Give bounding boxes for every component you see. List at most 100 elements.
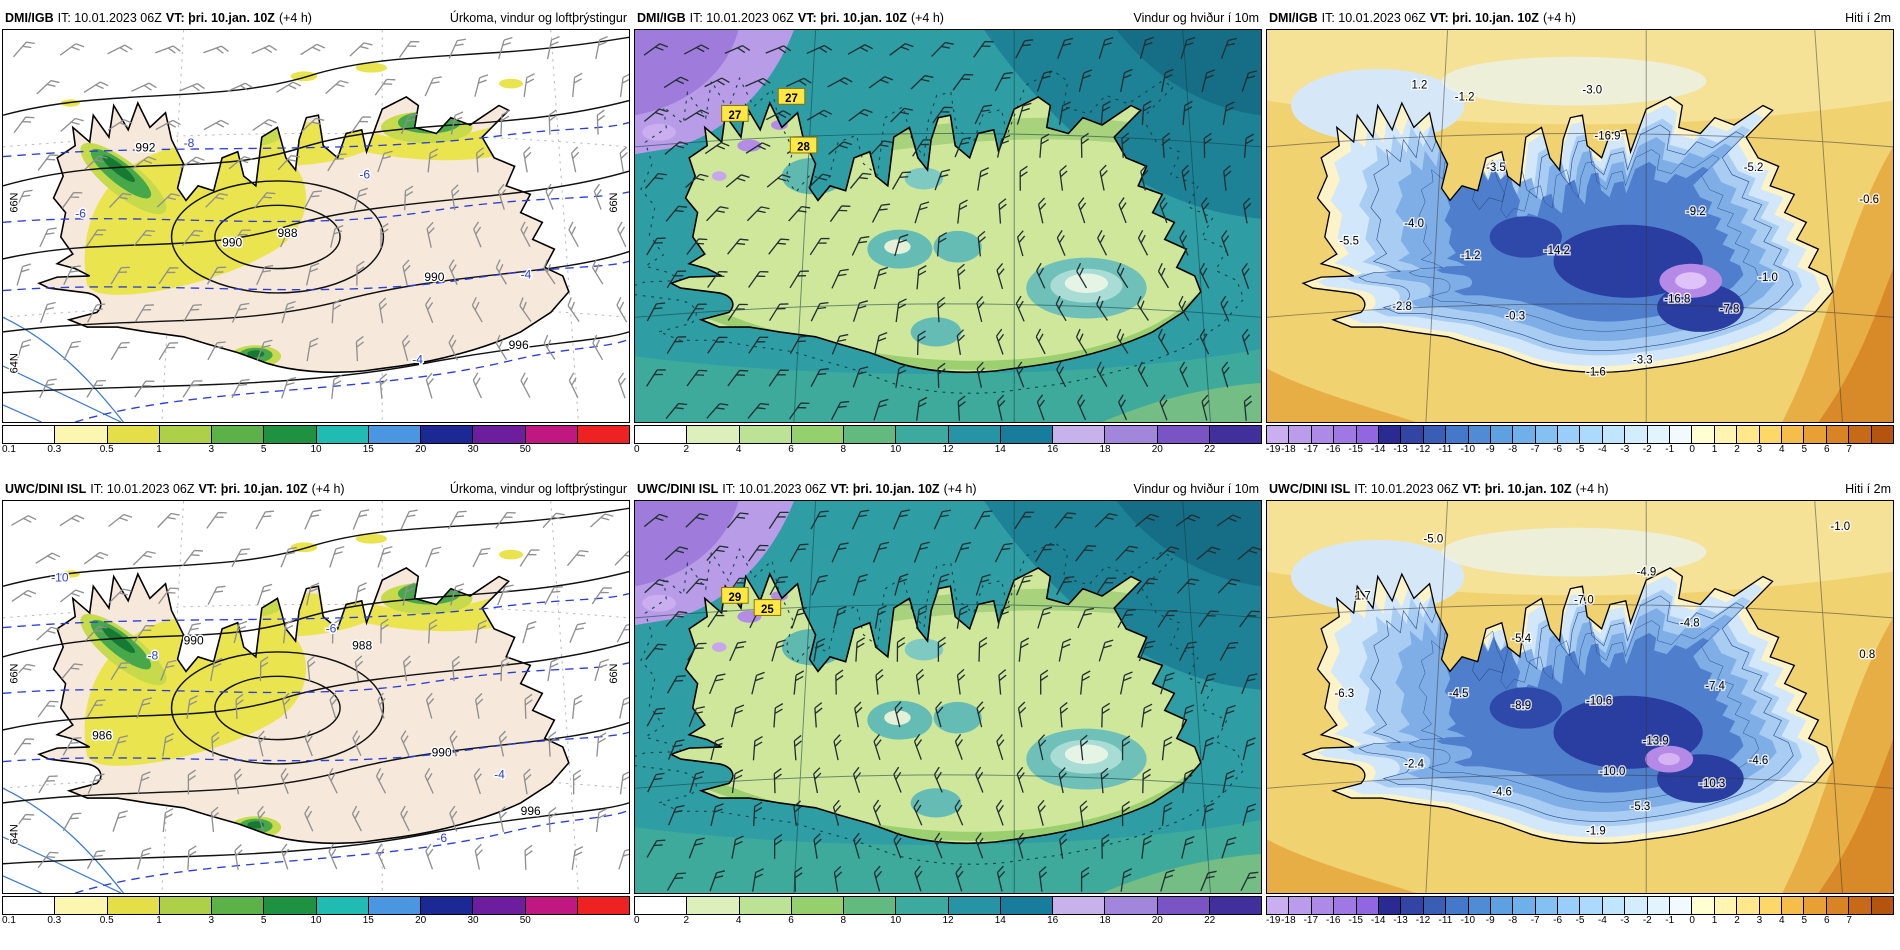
colorbar-tick-label: -19 [1266,444,1281,455]
colorbar-tick-label: -15 [1348,915,1363,926]
colorbar-tick-label: 4 [735,915,742,926]
pressure-labels: 990 988 990 986 996 [91,632,543,819]
colorbar-tick-label: -9 [1485,444,1495,455]
colorbar-tick-label: 50 [519,444,531,455]
colorbar-cell [687,897,740,914]
colorbar-tick-label: -4 [1597,444,1607,455]
colorbar-tick-label: 5 [1801,444,1808,455]
init-time: IT: 10.01.2023 06Z [722,482,827,496]
panel-header: DMI/IGB IT: 10.01.2023 06Z VT: þri. 10.jan… [634,8,1262,29]
svg-text:-4.8: -4.8 [1680,617,1700,629]
valid-time: VT: þri. 10.jan. 10Z [1429,11,1539,25]
colorbar-tick-label: -14 [1370,915,1386,926]
wind-barbs [643,36,1257,421]
svg-text:-2.8: -2.8 [1392,301,1412,313]
svg-text:-6.3: -6.3 [1334,688,1354,700]
colorbar-cell [1356,897,1379,914]
svg-text:-7.0: -7.0 [1574,594,1594,606]
svg-text:-6: -6 [436,831,447,845]
svg-text:-10: -10 [51,570,69,584]
colorbar-cell [1157,897,1210,914]
colorbar-cell [473,897,526,914]
colorbar-cell [1209,897,1261,914]
init-time: IT: 10.01.2023 06Z [57,11,162,25]
panel-header: UWC/DINI ISL IT: 10.01.2023 06Z VT: þri. 1… [1266,479,1894,500]
wind-colorbar: 0 2 4 6 8 10 12 14 16 18 20 22 [634,425,1262,457]
temperature-map-uwc: -5.0 -1.0 -4.9 -7.0 1.7 -4.8 -5.4 0.8 -7.4 -6.3 -4… [1266,500,1894,894]
temperature-map-dmi: 1.2 -1.2 -3.0 -16.9 -3.5 -5.2 -9.2 -0.6 -4.0 -5.5… [1266,29,1894,423]
svg-text:-10.0: -10.0 [1599,766,1625,778]
svg-text:-4.0: -4.0 [1404,218,1424,230]
coastline [37,567,570,845]
colorbar-tick-label: 12 [942,444,954,455]
graticule [1267,30,1893,422]
isotherms-dashed [3,592,629,893]
colorbar-tick-label: 50 [519,915,531,926]
init-time: IT: 10.01.2023 06Z [1354,482,1459,496]
svg-text:-7.4: -7.4 [1705,681,1725,693]
colorbar-tick-label: -13 [1393,444,1408,455]
panel-title: Úrkoma, vindur og loftþrýstingur [449,11,627,25]
panel-header: UWC/DINI ISL IT: 10.01.2023 06Z VT: þri. 1… [2,479,630,500]
colorbar-cell [55,897,108,914]
svg-text:29: 29 [729,592,742,604]
colorbar-cell [1446,426,1469,443]
precipitation-wind-pressure-chart: 992 990 990 988 996 -6 -6 -8 -4 -4 66N 66N 64N [3,30,629,422]
panel-title: Úrkoma, vindur og loftþrýstingur [449,482,627,496]
svg-text:-1.2: -1.2 [1461,250,1481,262]
svg-text:-7.8: -7.8 [1720,303,1740,315]
model-name: DMI/IGB [5,11,54,25]
colorbar-cell [1849,897,1872,914]
svg-text:64N: 64N [8,824,20,844]
panel-header: DMI/IGB IT: 10.01.2023 06Z VT: þri. 10.jan… [1266,8,1894,29]
svg-text:-0.3: -0.3 [1505,311,1525,323]
colorbar-cell [948,426,1001,443]
gust-label: 28 [789,136,818,154]
colorbar-cell [1580,897,1603,914]
precipitation-wind-pressure-chart: 990 988 990 986 996 -10 -8 -6 -4 -6 66N 66N 64N [3,501,629,893]
colorbar-tick-label: 2 [1734,444,1740,455]
wind-barbs [643,509,1261,892]
temperature-chart: 1.2 -1.2 -3.0 -16.9 -3.5 -5.2 -9.2 -0.6 -4.0 -5.5… [1267,30,1893,422]
colorbar-cell [1000,897,1053,914]
panel-header: UWC/DINI ISL IT: 10.01.2023 06Z VT: þri. 1… [634,479,1262,500]
svg-text:-5.2: -5.2 [1744,162,1764,174]
colorbar-cell [1311,426,1335,443]
svg-text:66N: 66N [608,193,620,213]
svg-text:-6: -6 [359,167,370,181]
colorbar-cell [1535,897,1559,914]
colorbar-tick-label: 0.5 [99,915,114,926]
model-name: UWC/DINI ISL [5,482,87,496]
svg-text:-1.9: -1.9 [1586,826,1606,838]
colorbar-cell [212,426,265,443]
colorbar-tick-label: -8 [1508,915,1518,926]
colorbar-tick-label: 6 [1823,444,1830,455]
gust-label: 25 [753,599,782,616]
colorbar-tick-label: -12 [1415,915,1431,926]
colorbar-cell [1267,426,1290,443]
colorbar-cell [1558,897,1581,914]
model-name: UWC/DINI ISL [1269,482,1351,496]
colorbar-cell [1670,897,1693,914]
model-name: DMI/IGB [637,11,686,25]
colorbar-tick-label: -2 [1642,915,1652,926]
panel-uwc-wind: UWC/DINI ISL IT: 10.01.2023 06Z VT: þri. 1… [634,479,1262,928]
colorbar-tick-label: 2 [1734,915,1740,926]
wind-gust-chart: 27 27 28 [635,30,1261,422]
colorbar-cell [1871,897,1893,914]
colorbar-tick-label: 1 [1711,444,1718,455]
colorbar-tick-label: -15 [1348,444,1363,455]
colorbar-cell [1692,426,1715,443]
colorbar-cell [421,897,474,914]
colorbar-cell [1513,426,1536,443]
colorbar-tick-label: 0.3 [47,915,62,926]
svg-text:-4: -4 [412,353,423,367]
colorbar-cell [1378,897,1402,914]
colorbar-tick-label: -8 [1508,444,1518,455]
colorbar-tick-label: 10 [310,444,322,455]
valid-time: VT: þri. 10.jan. 10Z [1462,482,1572,496]
colorbar-labels: 0 2 4 6 8 10 12 14 16 18 20 22 [634,444,1262,457]
colorbar-cell [1737,897,1760,914]
colorbar-cell [1446,897,1469,914]
svg-text:-5.3: -5.3 [1631,801,1651,813]
